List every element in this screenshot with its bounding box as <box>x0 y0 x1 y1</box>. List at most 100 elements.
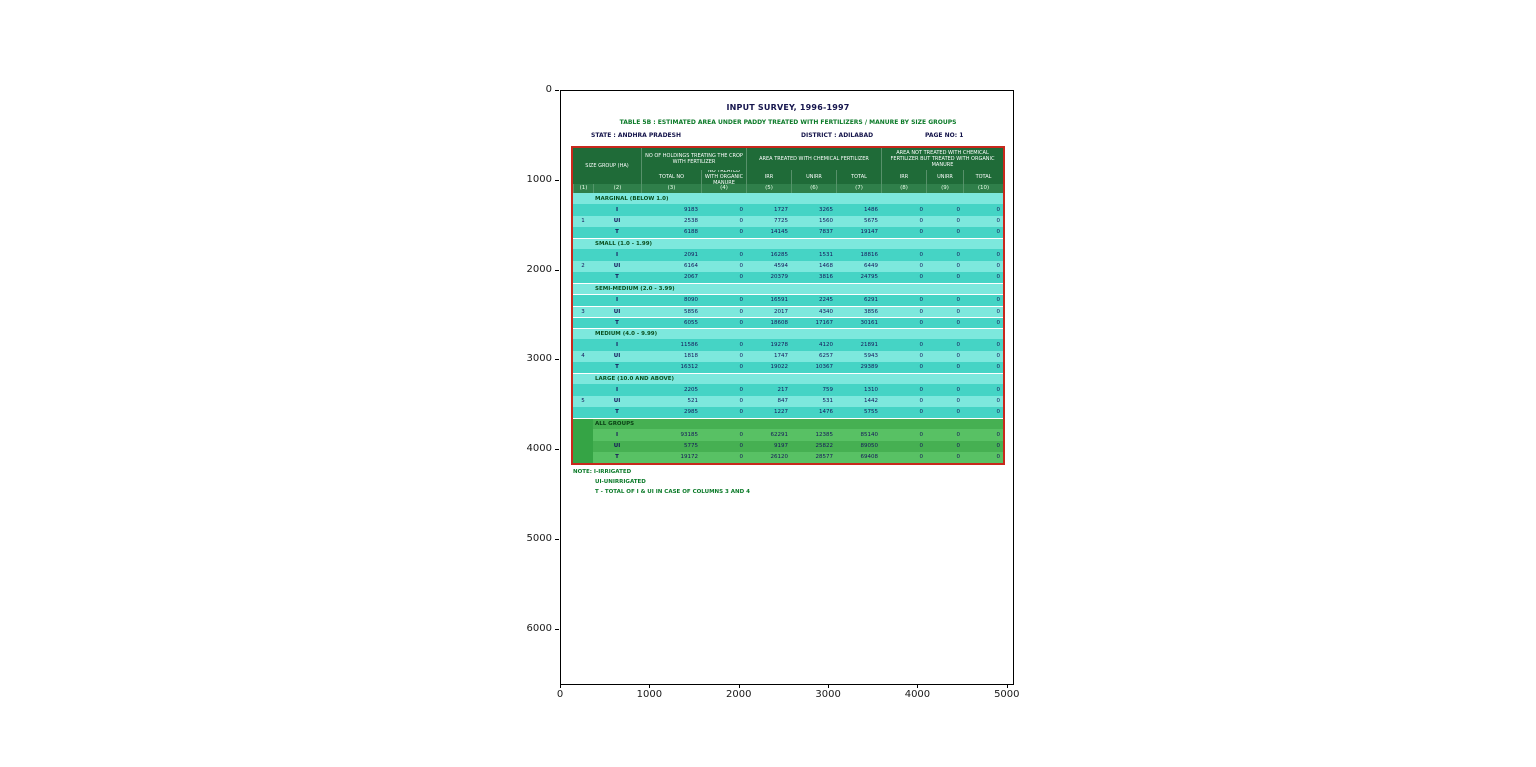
header-fertilizer-group: AREA TREATED WITH CHEMICAL FERTILIZER <box>746 148 881 170</box>
value-cell: 0 <box>739 398 744 405</box>
page-number-label: PAGE NO: 1 <box>925 132 964 139</box>
value-cell: 26120 <box>770 454 789 461</box>
column-number: (2) <box>593 184 641 193</box>
value-cell: 0 <box>739 274 744 281</box>
value-cell: 0 <box>919 386 924 393</box>
y-tick-mark <box>555 359 559 361</box>
footnotes: NOTE: I-IRRIGATED UI-UNIRRIGATED T - TOT… <box>573 467 750 497</box>
column-number: (1) <box>573 184 593 193</box>
section-label: ALL GROUPS <box>595 421 635 428</box>
y-tick-label: 1000 <box>526 173 552 185</box>
section-row: LARGE (10.0 AND ABOVE) <box>573 373 1003 385</box>
document-subtitle: TABLE 5B : ESTIMATED AREA UNDER PADDY TR… <box>619 119 957 126</box>
value-cell: 0 <box>996 274 1001 281</box>
value-cell: 0 <box>739 218 744 225</box>
state-label: STATE : ANDHRA PRADESH <box>591 132 681 139</box>
value-cell: 2538 <box>684 218 698 225</box>
x-tick-mark <box>649 684 651 688</box>
value-cell: 5856 <box>684 308 698 315</box>
value-cell: 0 <box>919 218 924 225</box>
table-row: T 6055 0 18608 17167 30161 0 0 0 <box>573 316 1003 328</box>
value-cell: 25822 <box>815 443 834 450</box>
value-cell: 0 <box>919 319 924 326</box>
document-meta: STATE : ANDHRA PRADESH DISTRICT : ADILAB… <box>573 132 1003 142</box>
value-cell: 6257 <box>819 353 833 360</box>
column-number: (7) <box>836 184 881 193</box>
header-unirr-fert: UNIRR <box>791 170 836 184</box>
value-cell: 0 <box>956 297 961 304</box>
value-cell: 0 <box>919 409 924 416</box>
value-cell: 69408 <box>860 454 879 461</box>
value-cell: 0 <box>739 251 744 258</box>
value-cell: 0 <box>919 308 924 315</box>
section-row: MARGINAL (BELOW 1.0) <box>573 193 1003 205</box>
header-irr-manure: IRR <box>881 170 926 184</box>
value-cell: 0 <box>996 409 1001 416</box>
table-header: SIZE GROUP (HA) NO OF HOLDINGS TREATING … <box>573 148 1003 193</box>
value-cell: 0 <box>739 364 744 371</box>
value-cell: 0 <box>919 206 924 213</box>
y-tick-mark <box>555 90 559 91</box>
serial-cell: 4 <box>581 353 585 360</box>
y-tick-label: 0 <box>545 84 552 95</box>
value-cell: 0 <box>996 319 1001 326</box>
value-cell: 0 <box>919 398 924 405</box>
x-tick-label: 1000 <box>636 689 663 700</box>
table-row: I 9183 0 1727 3265 1486 0 0 0 <box>573 204 1003 216</box>
value-cell: 16285 <box>770 251 789 258</box>
value-cell: 0 <box>956 229 961 236</box>
irrigation-code: I <box>615 297 619 304</box>
value-cell: 3856 <box>864 308 878 315</box>
value-cell: 2067 <box>684 274 698 281</box>
value-cell: 19172 <box>680 454 699 461</box>
data-table: SIZE GROUP (HA) NO OF HOLDINGS TREATING … <box>571 146 1005 465</box>
value-cell: 0 <box>956 443 961 450</box>
value-cell: 85140 <box>860 431 879 438</box>
value-cell: 4120 <box>819 341 833 348</box>
table-row: 3 UI 5856 0 2017 4340 3856 0 0 0 <box>573 305 1003 317</box>
value-cell: 0 <box>996 229 1001 236</box>
value-cell: 0 <box>956 386 961 393</box>
value-cell: 10367 <box>815 364 834 371</box>
value-cell: 0 <box>739 454 744 461</box>
table-row: T 16312 0 19022 10367 29389 0 0 0 <box>573 361 1003 373</box>
irrigation-code: UI <box>613 263 621 270</box>
irrigation-code: I <box>615 431 619 438</box>
value-cell: 3816 <box>819 274 833 281</box>
value-cell: 0 <box>996 308 1001 315</box>
serial-cell <box>573 451 593 463</box>
value-cell: 16312 <box>680 364 699 371</box>
value-cell: 0 <box>739 206 744 213</box>
irrigation-code: I <box>615 386 619 393</box>
value-cell: 0 <box>956 398 961 405</box>
value-cell: 6164 <box>684 263 698 270</box>
footnote-total: T - TOTAL OF I & UI IN CASE OF COLUMNS 3… <box>595 489 750 495</box>
x-tick-mark <box>828 684 830 688</box>
section-label: MEDIUM (4.0 - 9.99) <box>595 331 658 338</box>
value-cell: 0 <box>956 308 961 315</box>
x-tick-label: 0 <box>556 689 564 700</box>
value-cell: 4594 <box>774 263 788 270</box>
value-cell: 0 <box>956 274 961 281</box>
value-cell: 0 <box>996 341 1001 348</box>
x-tick-label: 4000 <box>904 689 931 700</box>
irrigation-code: I <box>615 251 619 258</box>
x-tick-label: 2000 <box>725 689 752 700</box>
y-tick-mark <box>555 539 559 541</box>
value-cell: 0 <box>956 341 961 348</box>
header-unirr-manure: UNIRR <box>926 170 963 184</box>
value-cell: 89050 <box>860 443 879 450</box>
value-cell: 0 <box>919 353 924 360</box>
value-cell: 19278 <box>770 341 789 348</box>
header-holdings-group: NO OF HOLDINGS TREATING THE CROP WITH FE… <box>641 148 746 170</box>
value-cell: 1442 <box>864 398 878 405</box>
value-cell: 0 <box>739 319 744 326</box>
value-cell: 0 <box>996 263 1001 270</box>
value-cell: 0 <box>739 297 744 304</box>
value-cell: 0 <box>919 341 924 348</box>
value-cell: 0 <box>996 353 1001 360</box>
value-cell: 93185 <box>680 431 699 438</box>
value-cell: 1747 <box>774 353 788 360</box>
y-tick-label: 4000 <box>526 443 552 455</box>
value-cell: 0 <box>956 364 961 371</box>
